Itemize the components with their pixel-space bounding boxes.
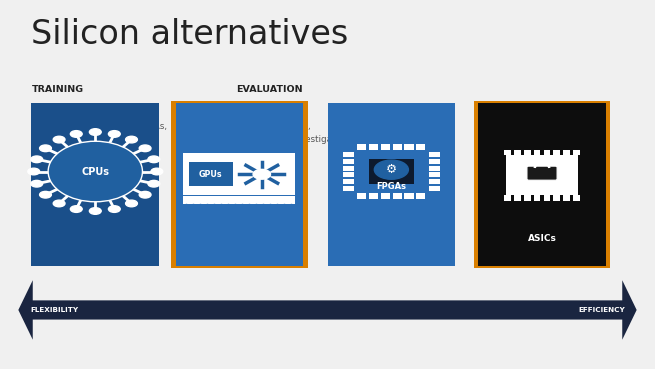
Ellipse shape — [48, 141, 143, 202]
FancyBboxPatch shape — [429, 166, 440, 171]
Circle shape — [140, 145, 151, 152]
FancyBboxPatch shape — [429, 159, 440, 164]
FancyBboxPatch shape — [474, 101, 610, 268]
FancyBboxPatch shape — [393, 144, 402, 150]
Text: FPGAs: FPGAs — [377, 182, 406, 190]
FancyBboxPatch shape — [504, 150, 511, 155]
FancyBboxPatch shape — [381, 193, 390, 199]
FancyBboxPatch shape — [343, 179, 354, 184]
FancyBboxPatch shape — [31, 103, 159, 266]
Circle shape — [375, 160, 409, 179]
Circle shape — [148, 180, 160, 187]
FancyBboxPatch shape — [534, 196, 540, 201]
FancyBboxPatch shape — [369, 159, 414, 184]
Text: Silicon alternatives: Silicon alternatives — [31, 18, 348, 51]
FancyBboxPatch shape — [563, 196, 570, 201]
Circle shape — [53, 200, 65, 207]
Circle shape — [31, 156, 43, 163]
FancyBboxPatch shape — [358, 193, 367, 199]
FancyBboxPatch shape — [405, 144, 414, 150]
FancyBboxPatch shape — [381, 144, 390, 150]
Text: GPUs: GPUs — [199, 170, 223, 179]
Text: FLEXIBILITY: FLEXIBILITY — [30, 307, 78, 313]
FancyBboxPatch shape — [189, 162, 233, 186]
Circle shape — [53, 136, 65, 143]
FancyBboxPatch shape — [527, 166, 557, 180]
FancyBboxPatch shape — [405, 193, 414, 199]
Circle shape — [31, 180, 43, 187]
FancyBboxPatch shape — [358, 144, 367, 150]
Circle shape — [126, 136, 138, 143]
FancyBboxPatch shape — [573, 150, 580, 155]
FancyBboxPatch shape — [429, 186, 440, 191]
Circle shape — [253, 169, 271, 179]
Text: ⚙: ⚙ — [386, 163, 397, 176]
Circle shape — [70, 131, 82, 137]
Text: EFFICIENCY: EFFICIENCY — [578, 307, 625, 313]
FancyBboxPatch shape — [534, 150, 540, 155]
Circle shape — [70, 206, 82, 213]
FancyBboxPatch shape — [524, 150, 531, 155]
FancyBboxPatch shape — [328, 103, 455, 266]
Circle shape — [109, 131, 121, 137]
Polygon shape — [18, 280, 637, 340]
FancyBboxPatch shape — [417, 193, 426, 199]
Circle shape — [28, 168, 40, 175]
Circle shape — [151, 168, 163, 175]
FancyBboxPatch shape — [369, 144, 379, 150]
FancyBboxPatch shape — [183, 153, 295, 196]
Circle shape — [237, 160, 287, 188]
FancyBboxPatch shape — [354, 150, 429, 193]
Circle shape — [140, 192, 151, 198]
FancyBboxPatch shape — [343, 166, 354, 171]
FancyBboxPatch shape — [478, 103, 606, 266]
FancyBboxPatch shape — [369, 193, 379, 199]
Text: CPUs: CPUs — [81, 166, 109, 176]
FancyBboxPatch shape — [563, 150, 570, 155]
Circle shape — [89, 208, 101, 214]
FancyBboxPatch shape — [553, 150, 560, 155]
FancyBboxPatch shape — [524, 196, 531, 201]
FancyBboxPatch shape — [343, 159, 354, 164]
FancyBboxPatch shape — [417, 144, 426, 150]
Circle shape — [109, 206, 121, 213]
FancyBboxPatch shape — [183, 196, 295, 204]
Text: EVALUATION: EVALUATION — [236, 85, 303, 94]
FancyBboxPatch shape — [544, 150, 550, 155]
FancyBboxPatch shape — [429, 172, 440, 177]
FancyBboxPatch shape — [429, 152, 440, 158]
FancyBboxPatch shape — [343, 172, 354, 177]
Circle shape — [39, 192, 51, 198]
FancyBboxPatch shape — [553, 196, 560, 201]
FancyBboxPatch shape — [343, 186, 354, 191]
FancyBboxPatch shape — [176, 103, 303, 266]
Circle shape — [148, 156, 160, 163]
FancyBboxPatch shape — [544, 196, 550, 201]
FancyBboxPatch shape — [343, 152, 354, 158]
FancyBboxPatch shape — [429, 179, 440, 184]
Text: TRAINING: TRAINING — [31, 85, 84, 94]
Circle shape — [89, 129, 101, 135]
Circle shape — [126, 200, 138, 207]
Circle shape — [39, 145, 51, 152]
FancyBboxPatch shape — [504, 196, 511, 201]
Text: CPUs and FPGAs,
ASICs under investigation: CPUs and FPGAs, ASICs under investigatio… — [236, 122, 348, 144]
FancyBboxPatch shape — [506, 155, 578, 196]
FancyBboxPatch shape — [393, 193, 402, 199]
Text: ASICs: ASICs — [527, 234, 557, 242]
FancyBboxPatch shape — [514, 150, 521, 155]
FancyBboxPatch shape — [171, 101, 308, 268]
FancyBboxPatch shape — [573, 196, 580, 201]
Text: CPUs and GPUs, limited FPGAs,
ASICs under investigation: CPUs and GPUs, limited FPGAs, ASICs unde… — [31, 122, 168, 144]
FancyBboxPatch shape — [514, 196, 521, 201]
